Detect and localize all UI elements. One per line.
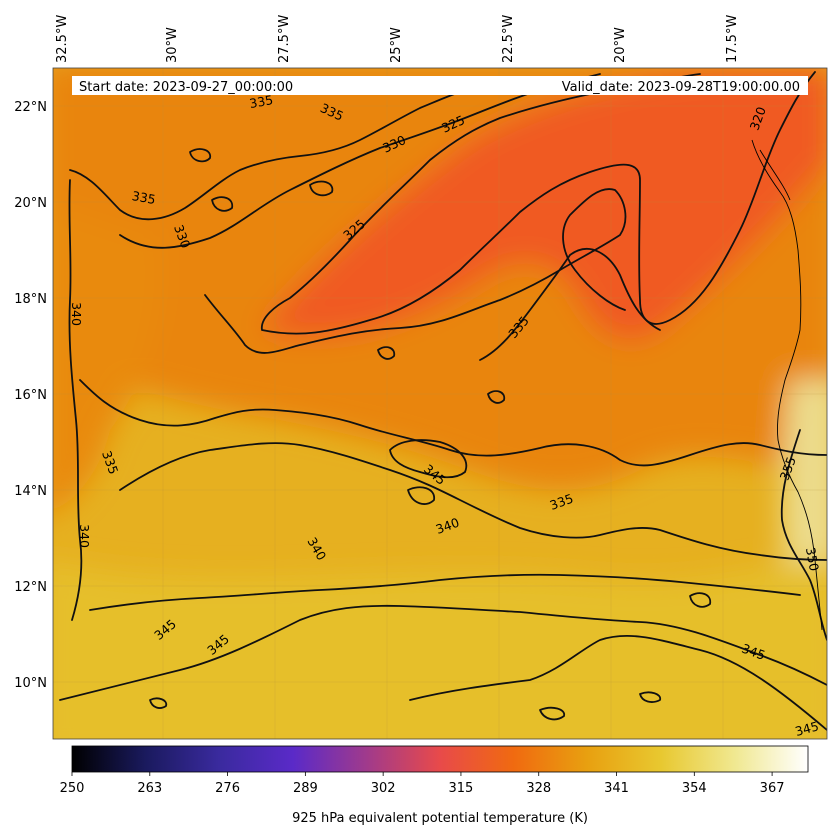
latitude-label: 14°N (14, 484, 47, 499)
field-yellow-south (53, 560, 827, 739)
contour-value-label: 350 (803, 546, 822, 572)
latitude-label: 16°N (14, 388, 47, 403)
contour-blob-2 (309, 180, 334, 197)
contour-blob-7 (689, 592, 712, 608)
contour-blob-5 (487, 390, 506, 404)
contour-blob-10 (539, 706, 565, 721)
field-red-tongue (260, 70, 827, 340)
contour-blob-1 (189, 148, 212, 163)
start-date-label: Start date: 2023-09-27_00:00:00 (79, 80, 293, 95)
contour-345-bottom (409, 634, 827, 731)
contour-blob-6 (407, 486, 435, 505)
latitude-labels: 22°N 20°N 18°N 16°N 14°N 12°N 10°N (14, 100, 47, 691)
longitude-label: 20°W (613, 27, 628, 63)
colorbar-label: 925 hPa equivalent potential temperature… (292, 811, 588, 826)
contour-340-ring (389, 439, 468, 479)
contour-330-loop (204, 188, 627, 354)
longitude-label: 25°W (389, 27, 404, 63)
contour-blob-4 (377, 346, 396, 360)
colorbar-tick-label: 263 (137, 781, 162, 796)
contour-blob-8 (639, 691, 662, 703)
contour-value-label: 335 (131, 188, 157, 207)
longitude-label: 32.5°W (55, 15, 70, 63)
colorbar-tick-label: 367 (760, 781, 785, 796)
header-bar: Start date: 2023-09-27_00:00:00 Valid_da… (72, 76, 808, 95)
longitude-label: 22.5°W (501, 15, 516, 63)
contour-335-west (69, 83, 491, 221)
colorbar-bar (71, 745, 809, 773)
coastline (751, 139, 823, 631)
field-orange-west (53, 204, 162, 513)
colorbar-tick-label: 276 (215, 781, 240, 796)
colorbar: 250 263 276 289 302 315 328 341 354 367 925 hPa e… (60, 745, 809, 826)
contour-value-label: 345 (793, 718, 820, 739)
theta-e-field (53, 68, 827, 739)
contour-340-west (68, 179, 83, 621)
coastline-path (751, 139, 823, 631)
contour-330-north (119, 73, 601, 249)
colorbar-tick-label: 328 (526, 781, 551, 796)
contour-blob-9 (149, 697, 168, 709)
header-background (72, 76, 808, 95)
colorbar-tick-label: 250 (60, 781, 85, 796)
contour-value-label: 340 (69, 302, 84, 326)
colorbar-tick-label: 289 (293, 781, 318, 796)
colorbar-tick-label: 302 (371, 781, 396, 796)
contour-340-south (89, 573, 801, 611)
latitude-label: 20°N (14, 196, 47, 211)
colorbar-tick-label: 341 (604, 781, 629, 796)
contour-340-mid (119, 442, 827, 561)
contour-value-label: 340 (77, 524, 92, 548)
graticule (53, 68, 827, 739)
contour-345-south (59, 604, 827, 701)
contour-335-mid (79, 379, 827, 467)
longitude-label: 27.5°W (277, 15, 292, 63)
colorbar-tick-label: 354 (682, 781, 707, 796)
map-frame (52, 67, 828, 740)
map-panel (53, 68, 827, 739)
contour-blob-3 (211, 196, 234, 212)
longitude-label: 30°W (165, 27, 180, 63)
colorbar-ticks: 250 263 276 289 302 315 328 341 354 367 (60, 772, 785, 796)
latitude-label: 12°N (14, 580, 47, 595)
colorbar-tick-label: 315 (449, 781, 474, 796)
latitude-label: 18°N (14, 292, 47, 307)
longitude-label: 17.5°W (725, 15, 740, 63)
coastline-inner (759, 149, 791, 201)
contour-335-tongue (479, 248, 661, 361)
longitude-labels: 32.5°W 30°W 27.5°W 25°W 22.5°W 20°W 17.5°W (55, 15, 740, 63)
contour-value-label: 335 (248, 92, 274, 111)
valid-date-label: Valid_date: 2023-09-28T19:00:00.00 (562, 80, 800, 95)
latitude-label: 10°N (14, 676, 47, 691)
latitude-label: 22°N (14, 100, 47, 115)
